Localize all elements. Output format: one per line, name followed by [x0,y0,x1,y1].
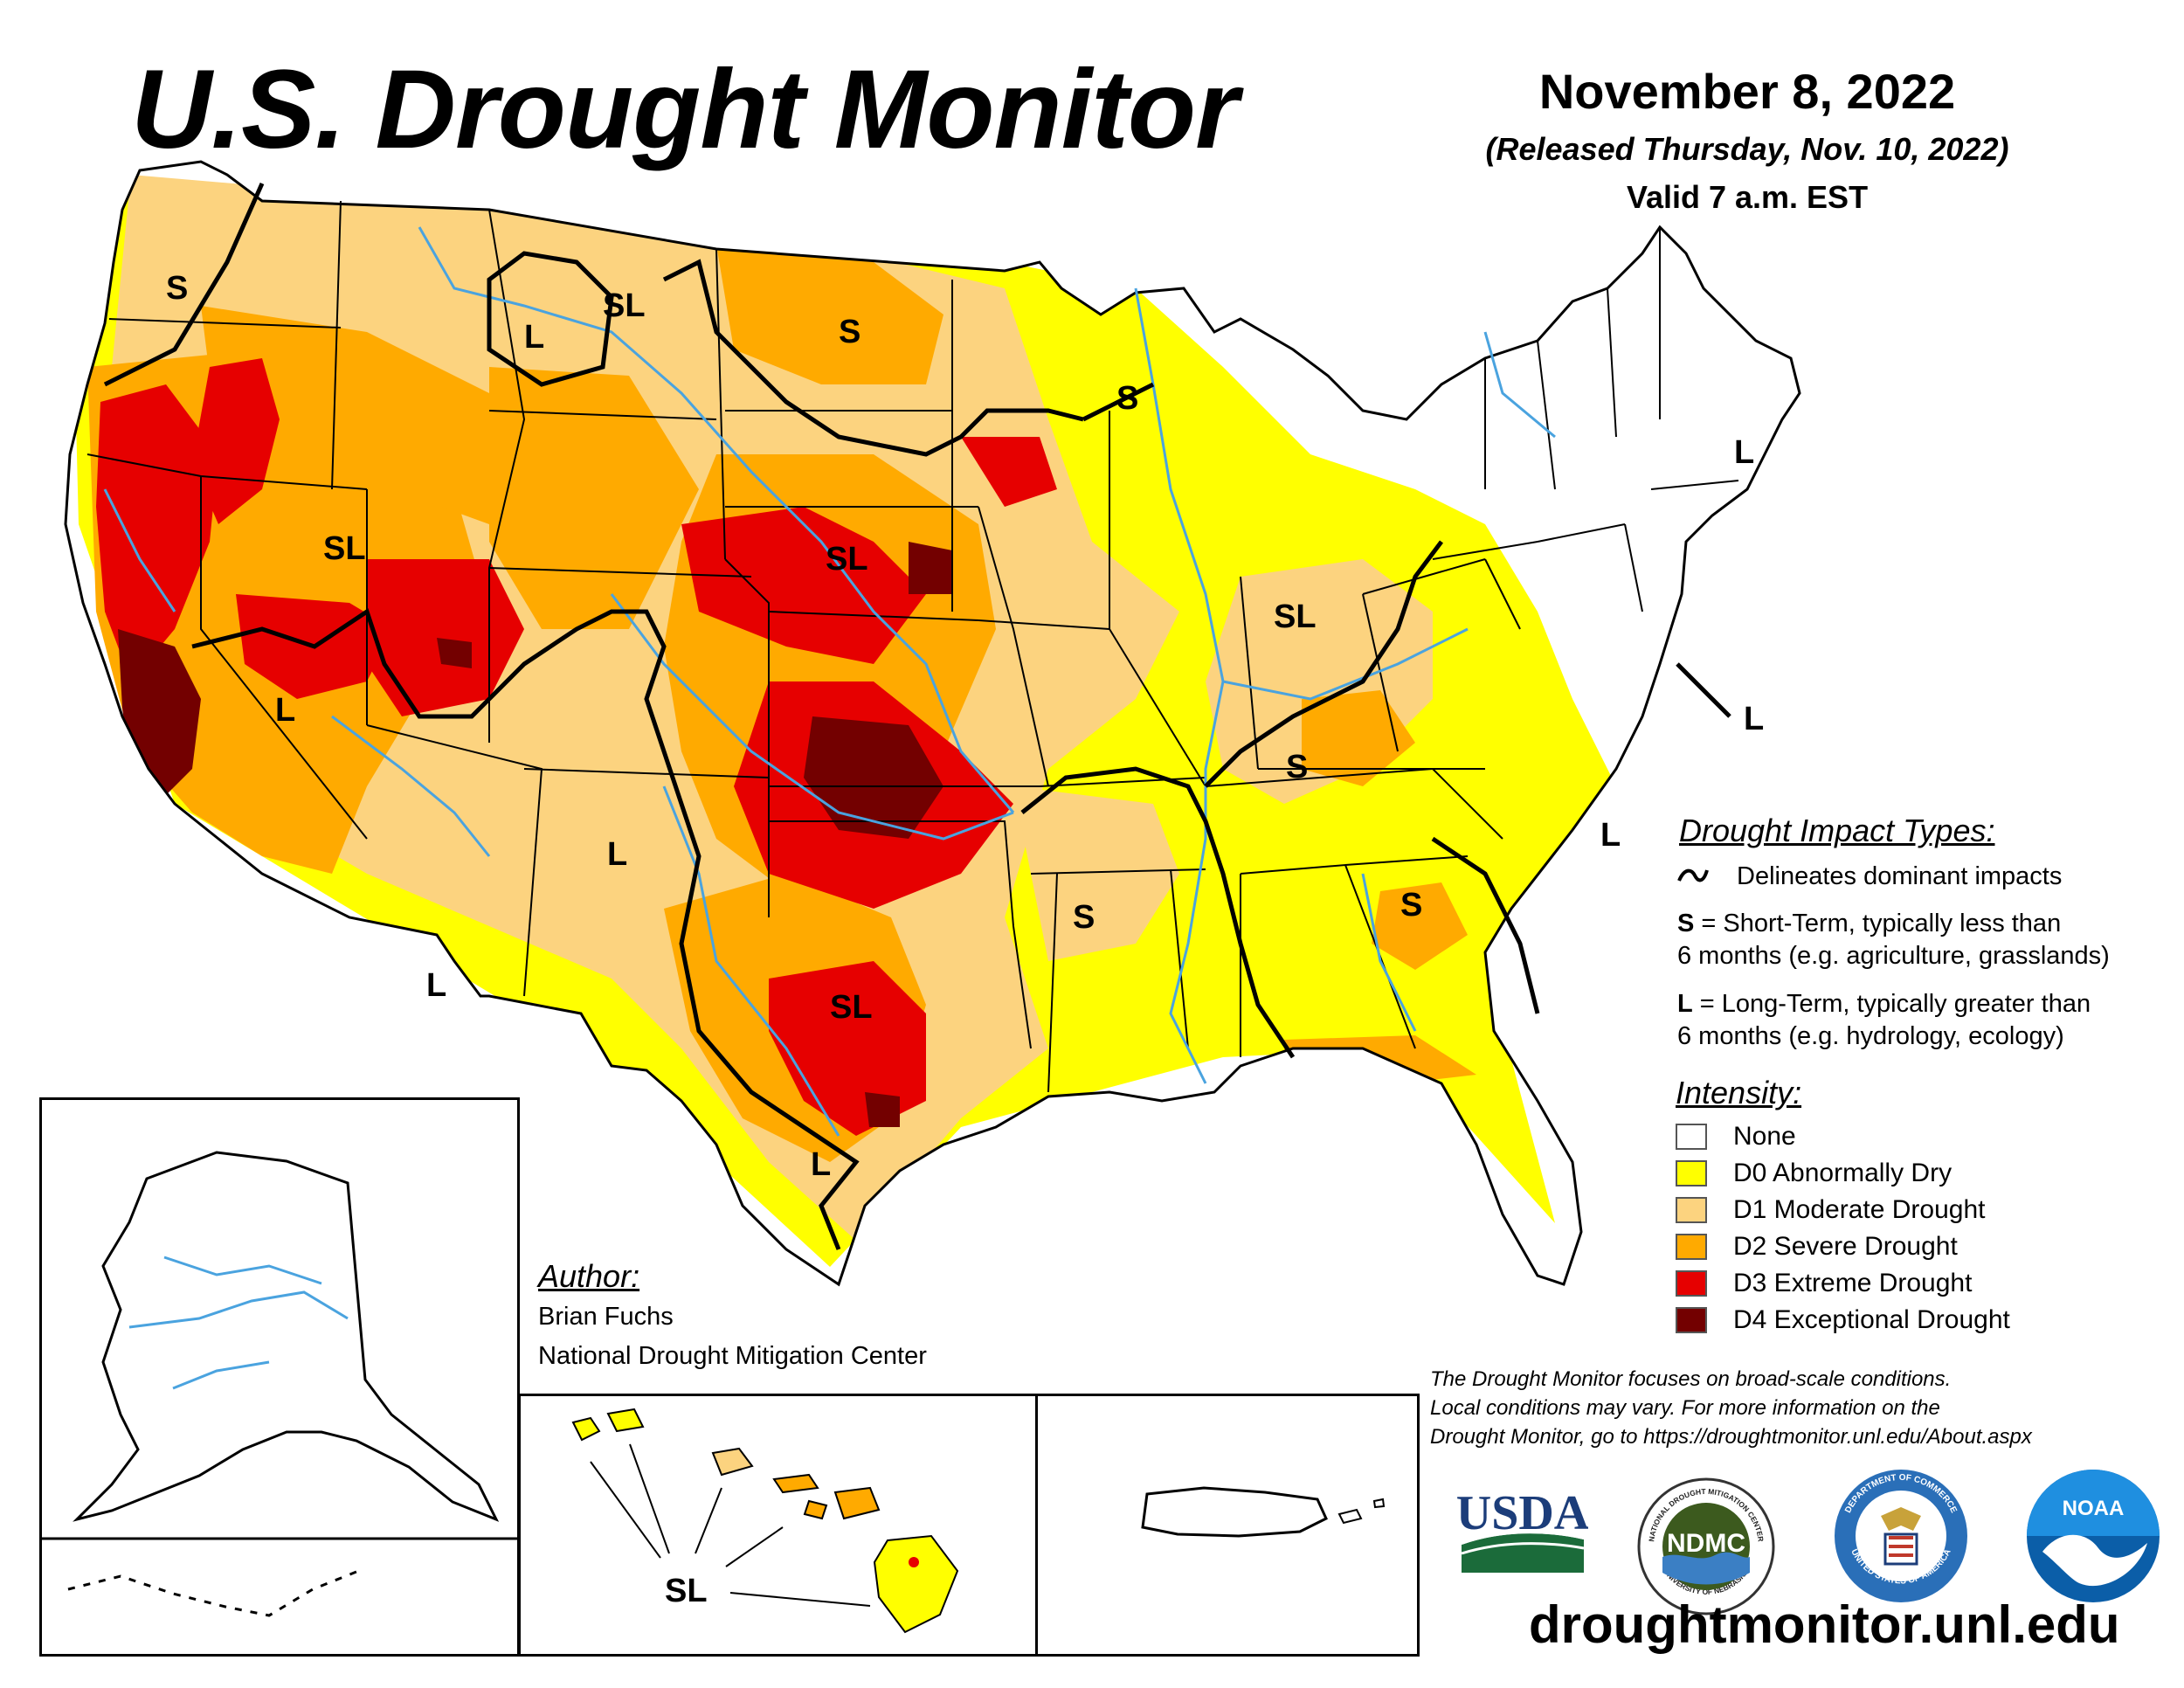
legend-d1: D1 Moderate Drought [1676,1193,1986,1227]
rivers [103,226,1556,1137]
legend-none: None [1676,1120,1796,1153]
short-term-line1: S = Short-Term, typically less than [1677,907,2061,940]
disclaimer-line2: Local conditions may vary. For more info… [1430,1396,1940,1420]
ndmc-logo-text: NDMC [1667,1529,1745,1558]
label-sl-texas: SL [830,989,873,1026]
legend-label-d4: D4 Exceptional Drought [1733,1305,2010,1334]
label-l-southtexas: L [811,1146,831,1183]
website-url: droughtmonitor.unl.edu [1529,1595,2120,1654]
legend-swatch-d1 [1676,1197,1707,1223]
label-sl-hawaii: SL [665,1573,708,1609]
label-l-montana: L [524,319,544,356]
usda-logo: USDA [1457,1486,1588,1573]
legend-d2: D2 Severe Drought [1676,1230,1958,1263]
legend-swatch-d2 [1676,1234,1707,1260]
noaa-logo: NOAA [2027,1470,2160,1602]
label-s-washington: S [166,270,188,307]
label-l-newmexico: L [607,836,627,873]
disclaimer-line3: Drought Monitor, go to https://droughtmo… [1430,1425,2032,1449]
label-l-newengland: L [1734,434,1754,471]
impact-types-heading: Drought Impact Types: [1679,813,1995,848]
legend-label-d0: D0 Abnormally Dry [1733,1159,1952,1187]
legend-d4: D4 Exceptional Drought [1676,1304,2010,1337]
legend-d0: D0 Abnormally Dry [1676,1157,1952,1190]
label-l-arizona: L [426,967,446,1004]
page-title: U.S. Drought Monitor [131,47,1239,172]
noaa-logo-text: NOAA [2063,1497,2125,1520]
short-term-text1: = Short-Term, typically less than [1694,910,2062,937]
author-name: Brian Fuchs [538,1303,674,1331]
author-heading: Author: [538,1258,640,1294]
author-org: National Drought Mitigation Center [538,1342,927,1370]
legend-d3: D3 Extreme Drought [1676,1267,1972,1300]
legend-label-d2: D2 Severe Drought [1733,1232,1958,1261]
label-l-california: L [275,692,295,729]
label-sl-nevada: SL [323,530,366,567]
release-date: (Released Thursday, Nov. 10, 2022) [1485,131,2009,167]
legend-label-d3: D3 Extreme Drought [1733,1269,1973,1297]
label-s-kentucky: S [1286,749,1308,785]
legend-swatch-d4 [1676,1307,1707,1333]
hawaii-inset: SL [518,1394,1038,1657]
label-s-wisconsin: S [1116,380,1138,417]
legend-label-none: None [1733,1122,1796,1151]
map-date: November 8, 2022 [1538,64,1956,119]
puerto-rico-map [1141,1486,1386,1538]
disclaimer: The Drought Monitor focuses on broad-sca… [1430,1365,2032,1451]
label-l-carolina: L [1600,817,1621,854]
intensity-heading: Intensity: [1676,1075,1802,1110]
legend-swatch-d0 [1676,1160,1707,1186]
commerce-logo: DEPARTMENT OF COMMERCE UNITED STATES OF … [1835,1470,1967,1602]
ndmc-logo: NATIONAL DROUGHT MITIGATION CENTER UNIVE… [1637,1477,1775,1615]
state-borders [64,160,1801,1287]
legend-label-d1: D1 Moderate Drought [1733,1195,1986,1224]
alaska-map [42,1151,517,1617]
label-l-atlantic: L [1744,701,1764,737]
long-key: L [1677,990,1693,1018]
alaska-inset [39,1097,520,1657]
impact-lines [103,182,1731,1250]
label-s-georgia: S [1400,887,1422,924]
short-term-line2: 6 months (e.g. agriculture, grasslands) [1677,942,2110,970]
label-sl-nebraska: SL [826,541,868,578]
valid-time: Valid 7 a.m. EST [1626,179,1869,215]
delineates-text: Delineates dominant impacts [1737,862,2063,890]
label-sl-indiana: SL [1274,598,1317,635]
label-s-dakotas: S [839,314,860,350]
disclaimer-line1: The Drought Monitor focuses on broad-sca… [1430,1367,1952,1391]
legend-swatch-d3 [1676,1270,1707,1297]
hawaii-map: SL [571,1408,959,1634]
delineation-icon [1677,868,1709,882]
label-sl-montana: SL [603,287,646,324]
label-s-arkansas: S [1073,899,1095,936]
legend-swatch-none [1676,1124,1707,1150]
long-term-line2: 6 months (e.g. hydrology, ecology) [1677,1022,2064,1050]
long-term-text1: = Long-Term, typically greater than [1692,990,2091,1018]
short-key: S [1677,910,1695,937]
long-term-line1: L = Long-Term, typically greater than [1677,987,2091,1020]
puerto-rico-inset [1035,1394,1420,1657]
